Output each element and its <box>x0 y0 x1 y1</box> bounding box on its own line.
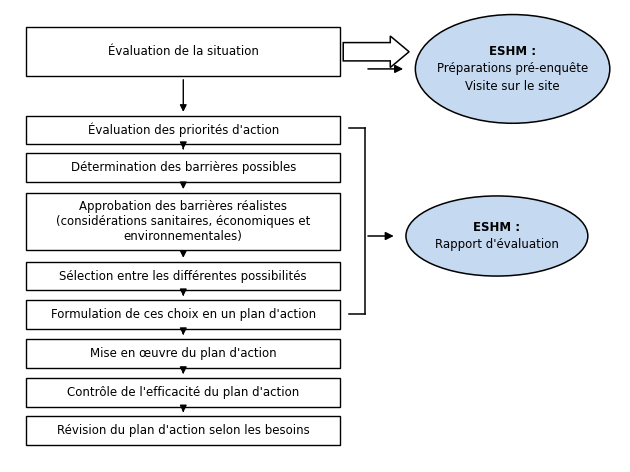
Text: Visite sur le site: Visite sur le site <box>466 80 560 93</box>
FancyArrow shape <box>343 36 409 67</box>
Text: ESHM :: ESHM : <box>489 45 536 58</box>
FancyBboxPatch shape <box>26 193 340 250</box>
FancyBboxPatch shape <box>26 27 340 76</box>
Ellipse shape <box>415 15 610 123</box>
Text: Détermination des barrières possibles: Détermination des barrières possibles <box>71 161 296 174</box>
FancyBboxPatch shape <box>26 300 340 329</box>
Text: Contrôle de l'efficacité du plan d'action: Contrôle de l'efficacité du plan d'actio… <box>67 386 299 399</box>
Text: Évaluation des priorités d'action: Évaluation des priorités d'action <box>88 123 279 137</box>
Text: Formulation de ces choix en un plan d'action: Formulation de ces choix en un plan d'ac… <box>51 308 316 321</box>
Text: Préparations pré-enquête: Préparations pré-enquête <box>437 62 588 76</box>
Text: Évaluation de la situation: Évaluation de la situation <box>108 45 259 58</box>
FancyBboxPatch shape <box>26 378 340 406</box>
FancyBboxPatch shape <box>26 416 340 445</box>
FancyBboxPatch shape <box>26 262 340 290</box>
Ellipse shape <box>406 196 588 276</box>
Text: Sélection entre les différentes possibilités: Sélection entre les différentes possibil… <box>59 270 307 283</box>
Text: Révision du plan d'action selon les besoins: Révision du plan d'action selon les beso… <box>57 424 310 437</box>
Text: Approbation des barrières réalistes
(considérations sanitaires, économiques et
e: Approbation des barrières réalistes (con… <box>56 200 311 243</box>
FancyBboxPatch shape <box>26 153 340 182</box>
Text: Rapport d'évaluation: Rapport d'évaluation <box>435 238 559 251</box>
Text: Mise en œuvre du plan d'action: Mise en œuvre du plan d'action <box>90 347 277 360</box>
Text: ESHM :: ESHM : <box>473 221 520 234</box>
FancyBboxPatch shape <box>26 116 340 144</box>
FancyBboxPatch shape <box>26 339 340 368</box>
